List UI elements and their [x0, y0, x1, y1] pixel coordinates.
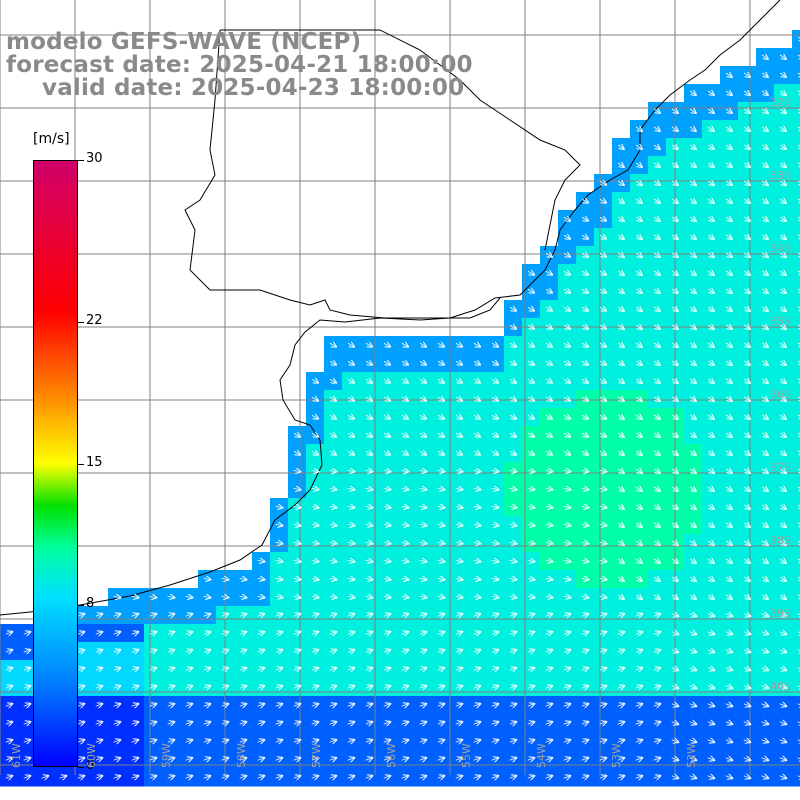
wind-cell	[792, 372, 800, 391]
wind-cell	[792, 156, 800, 175]
wind-cell	[792, 642, 800, 661]
wind-cell	[792, 588, 800, 607]
longitude-label: 57W	[310, 743, 323, 768]
wind-cell	[792, 282, 800, 301]
wind-cell	[792, 696, 800, 715]
wind-cell	[792, 480, 800, 499]
longitude-label: 53W	[610, 743, 623, 768]
wind-cell	[792, 84, 800, 103]
wind-cell	[792, 732, 800, 751]
wind-cell	[792, 534, 800, 553]
wind-cell	[792, 624, 800, 643]
latitude-label: 37S	[770, 461, 791, 474]
longitude-label: 55W	[460, 743, 473, 768]
colorbar-unit: [m/s]	[33, 131, 70, 147]
colorbar-tick-mark	[78, 605, 84, 607]
wind-cell	[792, 354, 800, 373]
longitude-label: 59W	[160, 743, 173, 768]
wind-cell	[792, 606, 800, 625]
latitude-label: 39S	[770, 607, 791, 620]
wind-cell	[792, 660, 800, 679]
latitude-label: 34S	[770, 242, 791, 255]
wind-cell	[792, 264, 800, 283]
wind-cell	[792, 678, 800, 697]
wind-cell	[792, 408, 800, 427]
wind-cell	[792, 66, 800, 85]
colorbar-tick-mark	[78, 463, 84, 465]
wind-cell	[792, 768, 800, 787]
colorbar-tick-mark	[78, 321, 84, 323]
wind-cell	[792, 444, 800, 463]
latitude-label: 32S	[770, 96, 791, 109]
wind-cell	[792, 462, 800, 481]
wind-cell	[792, 120, 800, 139]
wind-cell	[792, 750, 800, 769]
wind-cell	[792, 210, 800, 229]
model-title: modelo GEFS-WAVE (NCEP)	[6, 29, 362, 55]
colorbar-tick-mark	[78, 160, 84, 161]
wind-cell	[792, 426, 800, 445]
colorbar-tick-label: 22	[86, 312, 103, 328]
wind-cell	[792, 552, 800, 571]
colorbar	[33, 160, 78, 767]
wind-cell	[792, 714, 800, 733]
colorbar-tick-label: 30	[86, 151, 103, 166]
longitude-label: 56W	[385, 743, 398, 768]
longitude-label: 58W	[235, 743, 248, 768]
latitude-label: 38S	[770, 534, 791, 547]
wind-cell	[792, 192, 800, 211]
wind-cell	[792, 498, 800, 517]
latitude-label: 33S	[770, 169, 791, 182]
wind-cell	[792, 228, 800, 247]
wind-cell	[792, 102, 800, 121]
wind-cell	[792, 48, 800, 67]
latitude-label: 36S	[770, 388, 791, 401]
longitude-label: 61W	[10, 743, 23, 768]
longitude-label: 52W	[685, 743, 698, 768]
wind-cell	[792, 30, 800, 49]
latitude-label: 40S	[770, 680, 791, 693]
latitude-label: 35S	[770, 315, 791, 328]
wind-cell	[792, 336, 800, 355]
wind-cell	[792, 390, 800, 409]
colorbar-tick-mark	[78, 767, 84, 768]
longitude-label: 60W	[85, 743, 98, 768]
wind-cell	[792, 246, 800, 265]
wind-cell	[792, 516, 800, 535]
wind-cell	[792, 570, 800, 589]
wind-cell	[792, 300, 800, 319]
colorbar-tick-label: 8	[86, 596, 95, 612]
longitude-label: 54W	[535, 743, 548, 768]
wind-cell	[792, 138, 800, 157]
wind-cell	[792, 174, 800, 193]
colorbar-tick-label: 15	[86, 454, 103, 470]
forecast-date: forecast date: 2025-04-21 18:00:00	[6, 52, 473, 78]
wind-speed-field	[0, 30, 800, 787]
valid-date: valid date: 2025-04-23 18:00:00	[42, 75, 465, 101]
